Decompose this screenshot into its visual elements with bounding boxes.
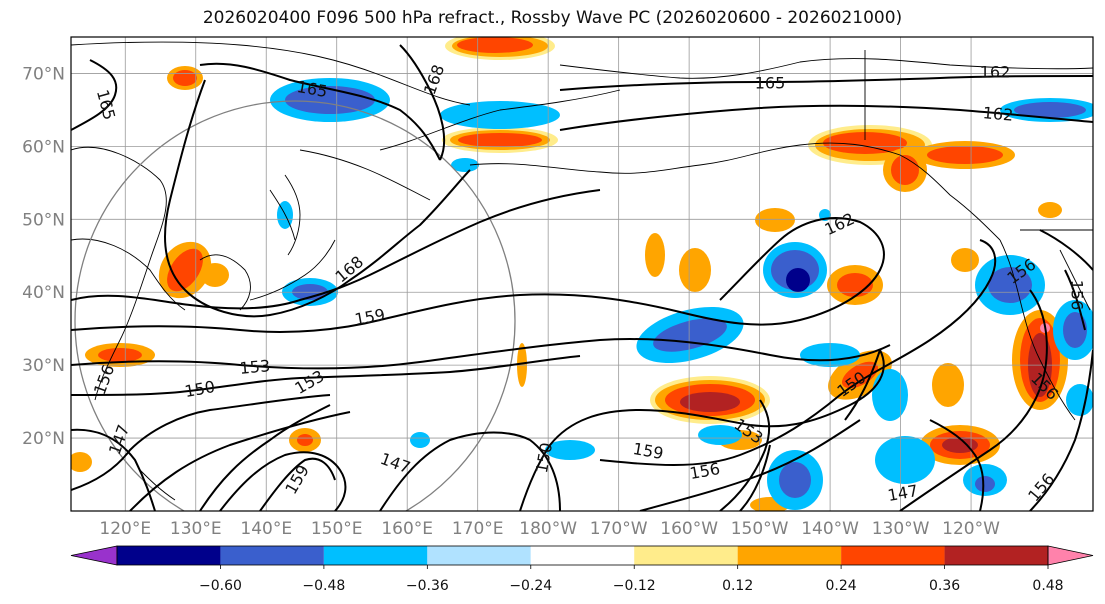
colorbar-swatch	[220, 546, 324, 565]
positive-anomaly-patches	[71, 37, 1068, 511]
lat-tick-label: 20°N	[22, 429, 65, 449]
colorbar-swatch	[117, 546, 221, 565]
contour-label: 162	[980, 63, 1011, 82]
lon-tick-label: 120°E	[99, 519, 151, 539]
contour-label: 165	[755, 74, 786, 93]
colorbar-swatch	[530, 546, 635, 565]
colorbar-swatch	[841, 546, 945, 565]
lon-tick-label: 150°E	[311, 519, 363, 539]
colorbar-swatch	[634, 546, 738, 565]
lat-tick-label: 30°N	[22, 356, 65, 376]
colorbar-tick-label: −0.12	[613, 578, 656, 594]
colorbar-swatch	[323, 546, 428, 565]
colorbar-tick-label: 0.36	[929, 578, 960, 594]
colorbar-tick-label: 0.12	[722, 578, 753, 594]
colorbar: −0.60 −0.48 −0.36 −0.24 −0.12 0.12 0.24 0.36 0.4…	[70, 545, 1094, 594]
colorbar-frame	[116, 545, 1049, 566]
colorbar-tick-label: −0.60	[199, 578, 242, 594]
lon-tick-label: 160°W	[660, 519, 718, 539]
contour-label: 162	[982, 103, 1014, 125]
lat-tick-label: 70°N	[22, 64, 65, 84]
lon-tick-label: 170°W	[590, 519, 648, 539]
colorbar-tick-label: −0.36	[406, 578, 449, 594]
gridlines	[71, 37, 1093, 511]
latitude-labels: 70°N 60°N 50°N 40°N 30°N 20°N	[22, 64, 65, 449]
colorbar-swatch	[944, 546, 1048, 565]
contour-label: 153	[239, 356, 271, 378]
colorbar-tick-label: −0.48	[302, 578, 345, 594]
lon-tick-label: 150°W	[731, 519, 789, 539]
longitude-labels: 120°E 130°E 140°E 150°E 160°E 170°E 180°W 170°W…	[99, 519, 1000, 539]
coastlines	[71, 41, 1093, 501]
lon-tick-label: 130°W	[872, 519, 930, 539]
colorbar-swatch	[737, 546, 842, 565]
colorbar-extend-high	[1047, 545, 1094, 566]
lon-tick-label: 170°E	[452, 519, 504, 539]
map-frame	[70, 36, 1094, 512]
colorbar-tick-label: −0.24	[509, 578, 552, 594]
lon-tick-label: 120°W	[942, 519, 1000, 539]
projection-circle	[74, 100, 516, 511]
contour-label: 156	[1068, 280, 1087, 311]
lon-tick-label: 140°W	[801, 519, 859, 539]
map-title: 2026020400 F096 500 hPa refract., Rossby…	[202, 8, 903, 28]
colorbar-extend-low	[70, 545, 118, 566]
shading-layer	[71, 37, 1093, 511]
lat-tick-label: 50°N	[22, 210, 65, 230]
colorbar-tick-label: 0.48	[1032, 578, 1063, 594]
lon-tick-label: 130°E	[170, 519, 222, 539]
map-area	[71, 37, 1093, 511]
colorbar-tick-label: 0.24	[826, 578, 857, 594]
lat-tick-label: 60°N	[22, 137, 65, 157]
lon-tick-label: 140°E	[240, 519, 292, 539]
lon-tick-label: 160°E	[381, 519, 433, 539]
lat-tick-label: 40°N	[22, 283, 65, 303]
lon-tick-label: 180°W	[519, 519, 577, 539]
contour-lines	[71, 44, 1093, 511]
colorbar-swatch	[427, 546, 531, 565]
